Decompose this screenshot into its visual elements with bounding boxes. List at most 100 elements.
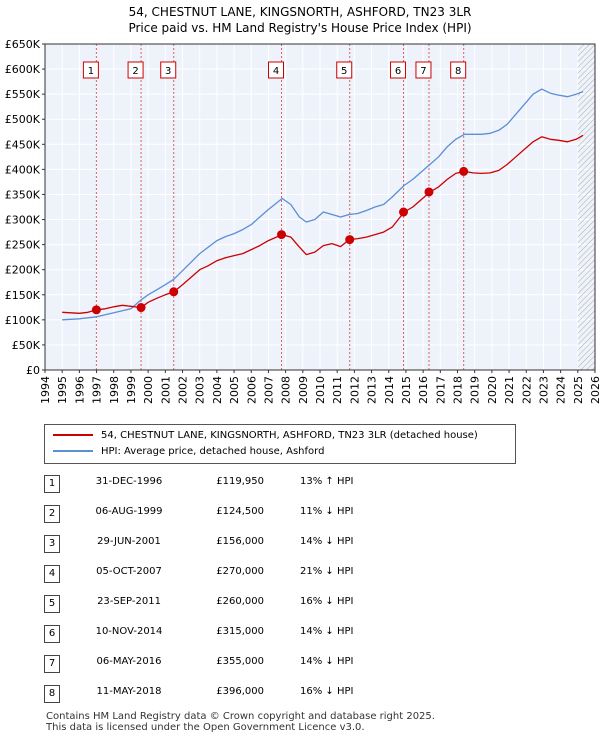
series-line-property xyxy=(62,134,584,314)
x-tick-label: 2013 xyxy=(366,376,379,404)
sale-label-text: 2 xyxy=(132,66,138,77)
sale-hpi-diff: 21% ↓ HPI xyxy=(300,566,354,577)
x-tick-label: 2009 xyxy=(297,376,310,404)
sale-date: 05-OCT-2007 xyxy=(96,566,162,577)
x-tick-label: 2019 xyxy=(469,376,482,404)
sale-labels: 1 2 3 4 5 6 7 8 xyxy=(82,61,467,79)
sale-label: 2 xyxy=(127,61,144,79)
x-tick-label: 2020 xyxy=(486,376,499,404)
sale-price: £156,000 xyxy=(216,536,264,547)
table-row: 3 29-JUN-2001 £156,000 14% ↓ HPI xyxy=(0,530,600,560)
table-row: 4 05-OCT-2007 £270,000 21% ↓ HPI xyxy=(0,560,600,590)
x-tick-label: 1997 xyxy=(91,376,104,404)
y-tick-label: £200K xyxy=(5,264,41,277)
x-tick-label: 2015 xyxy=(400,376,413,404)
sale-label: 1 xyxy=(82,61,99,79)
sale-label-text: 7 xyxy=(420,66,426,77)
x-tick-label: 2026 xyxy=(589,376,600,404)
legend-label-hpi: HPI: Average price, detached house, Ashf… xyxy=(101,446,325,457)
plot-border xyxy=(44,43,596,371)
grid-lines xyxy=(44,43,596,371)
sale-point xyxy=(424,187,434,197)
sale-number: 8 xyxy=(44,685,60,703)
table-row: 7 06-MAY-2016 £355,000 14% ↓ HPI xyxy=(0,650,600,680)
table-row: 1 31-DEC-1996 £119,950 13% ↑ HPI xyxy=(0,470,600,500)
sale-label-box xyxy=(127,61,144,79)
sale-number: 4 xyxy=(44,565,60,583)
x-tick-label: 2024 xyxy=(555,376,568,404)
sale-number: 3 xyxy=(44,535,60,553)
x-axis: 1994 1995 1996 1997 1998 1999 2000 2001 2002 2003… xyxy=(39,370,600,404)
sale-price: £124,500 xyxy=(216,506,264,517)
y-tick-label: £250K xyxy=(5,239,41,252)
y-tick-label: £600K xyxy=(5,63,41,76)
sale-point xyxy=(345,235,355,245)
footer-line-2: This data is licensed under the Open Gov… xyxy=(46,722,365,733)
x-tick-label: 2004 xyxy=(211,376,224,404)
x-tick-label: 2021 xyxy=(503,376,516,404)
y-tick-label: £150K xyxy=(5,289,41,302)
sale-hpi-diff: 14% ↓ HPI xyxy=(300,656,354,667)
sale-label-text: 5 xyxy=(341,66,347,77)
sale-label: 5 xyxy=(336,61,353,79)
sale-number: 5 xyxy=(44,595,60,613)
series-line-hpi xyxy=(62,88,584,321)
legend-swatch-property xyxy=(53,434,93,436)
x-tick-label: 2002 xyxy=(177,376,190,404)
x-tick-label: 2008 xyxy=(280,376,293,404)
sale-number: 1 xyxy=(44,475,60,493)
x-tick-label: 2016 xyxy=(417,376,430,404)
x-tick-label: 2022 xyxy=(520,376,533,404)
sale-date: 31-DEC-1996 xyxy=(95,476,163,487)
sale-hpi-diff: 14% ↓ HPI xyxy=(300,626,354,637)
y-tick-label: £50K xyxy=(12,339,41,352)
sale-label-text: 8 xyxy=(455,66,461,77)
y-tick-label: £100K xyxy=(5,314,41,327)
sale-label-box xyxy=(160,61,177,79)
title-line-2: Price paid vs. HM Land Registry's House … xyxy=(128,21,472,35)
x-tick-label: 2011 xyxy=(331,376,344,404)
sale-dots xyxy=(91,166,469,315)
table-row: 6 10-NOV-2014 £315,000 14% ↓ HPI xyxy=(0,620,600,650)
sale-label-box xyxy=(82,61,99,79)
sale-label-box xyxy=(415,61,432,79)
sale-price: £260,000 xyxy=(216,596,264,607)
sale-number: 6 xyxy=(44,625,60,643)
sale-hpi-diff: 14% ↓ HPI xyxy=(300,536,354,547)
sale-label-text: 1 xyxy=(88,66,94,77)
sale-label-text: 6 xyxy=(395,66,401,77)
sale-date: 06-AUG-1999 xyxy=(95,506,163,517)
sale-date: 10-NOV-2014 xyxy=(95,626,163,637)
sale-date: 23-SEP-2011 xyxy=(97,596,161,607)
sale-point xyxy=(169,287,179,297)
sale-number: 7 xyxy=(44,655,60,673)
y-tick-label: £400K xyxy=(5,163,41,176)
chart-title: 54, CHESTNUT LANE, KINGSNORTH, ASHFORD, … xyxy=(0,4,600,36)
sale-number: 2 xyxy=(44,505,60,523)
x-tick-label: 2001 xyxy=(159,376,172,404)
sale-label-box xyxy=(390,61,407,79)
table-row: 5 23-SEP-2011 £260,000 16% ↓ HPI xyxy=(0,590,600,620)
y-tick-label: £350K xyxy=(5,188,41,201)
sale-price: £315,000 xyxy=(216,626,264,637)
sale-date: 11-MAY-2018 xyxy=(96,686,162,697)
sale-price: £119,950 xyxy=(216,476,264,487)
future-hatch xyxy=(577,44,595,370)
sale-point xyxy=(91,305,101,315)
legend-swatch-hpi xyxy=(53,450,93,452)
x-tick-label: 2000 xyxy=(142,376,155,404)
sale-price: £396,000 xyxy=(216,686,264,697)
x-tick-label: 1999 xyxy=(125,376,138,404)
sale-date: 29-JUN-2001 xyxy=(97,536,161,547)
legend-item-property: 54, CHESTNUT LANE, KINGSNORTH, ASHFORD, … xyxy=(53,429,478,443)
sale-price: £270,000 xyxy=(216,566,264,577)
sale-hpi-diff: 16% ↓ HPI xyxy=(300,686,354,697)
sale-label-box xyxy=(336,61,353,79)
footer-attribution: Contains HM Land Registry data © Crown c… xyxy=(46,711,435,733)
sale-label-box xyxy=(450,61,467,79)
sale-point xyxy=(277,230,286,240)
sale-label-text: 3 xyxy=(165,66,171,77)
x-tick-label: 2006 xyxy=(245,376,258,404)
sale-label: 6 xyxy=(390,61,407,79)
x-tick-label: 2023 xyxy=(537,376,550,404)
